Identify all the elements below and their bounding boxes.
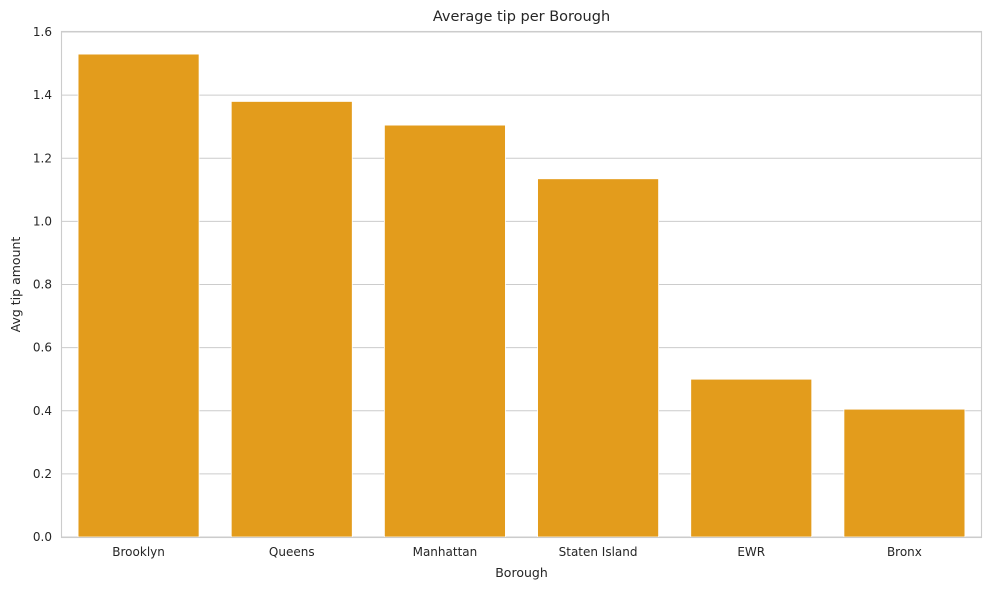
y-tick-label: 1.0 [33, 214, 52, 228]
y-tick-label: 1.2 [33, 151, 52, 165]
x-tick-label: Manhattan [413, 545, 478, 559]
y-gridlines [62, 31, 981, 538]
x-tick-label: EWR [737, 545, 765, 559]
plot-frame [60, 30, 983, 539]
x-tick-label: Staten Island [559, 545, 638, 559]
y-tick-labels: 0.0 0.2 0.4 0.6 0.8 1.0 1.2 1.4 1.6 [33, 25, 52, 544]
x-tick-label: Queens [269, 545, 315, 559]
y-tick-label: 0.6 [33, 341, 52, 355]
y-tick-label: 1.6 [33, 25, 52, 39]
chart-title: Average tip per Borough [433, 9, 610, 25]
x-tick-label: Bronx [887, 545, 922, 559]
bar-ewr [690, 378, 813, 538]
y-axis-title: Avg tip amount [8, 237, 23, 333]
bar-bronx [843, 408, 966, 538]
x-axis-title: Borough [495, 565, 548, 580]
x-tick-labels: Brooklyn Queens Manhattan Staten Island EWR B… [112, 545, 922, 559]
bars [77, 53, 966, 538]
x-tick-label: Brooklyn [112, 545, 165, 559]
bar-brooklyn [77, 53, 200, 538]
y-tick-label: 1.4 [33, 88, 52, 102]
y-tick-label: 0.8 [33, 278, 52, 292]
y-tick-label: 0.2 [33, 467, 52, 481]
y-tick-label: 0.0 [33, 530, 52, 544]
bar-manhattan [384, 124, 506, 538]
bar-staten-island [537, 178, 659, 538]
bar-queens [230, 101, 353, 538]
y-tick-label: 0.4 [33, 404, 52, 418]
